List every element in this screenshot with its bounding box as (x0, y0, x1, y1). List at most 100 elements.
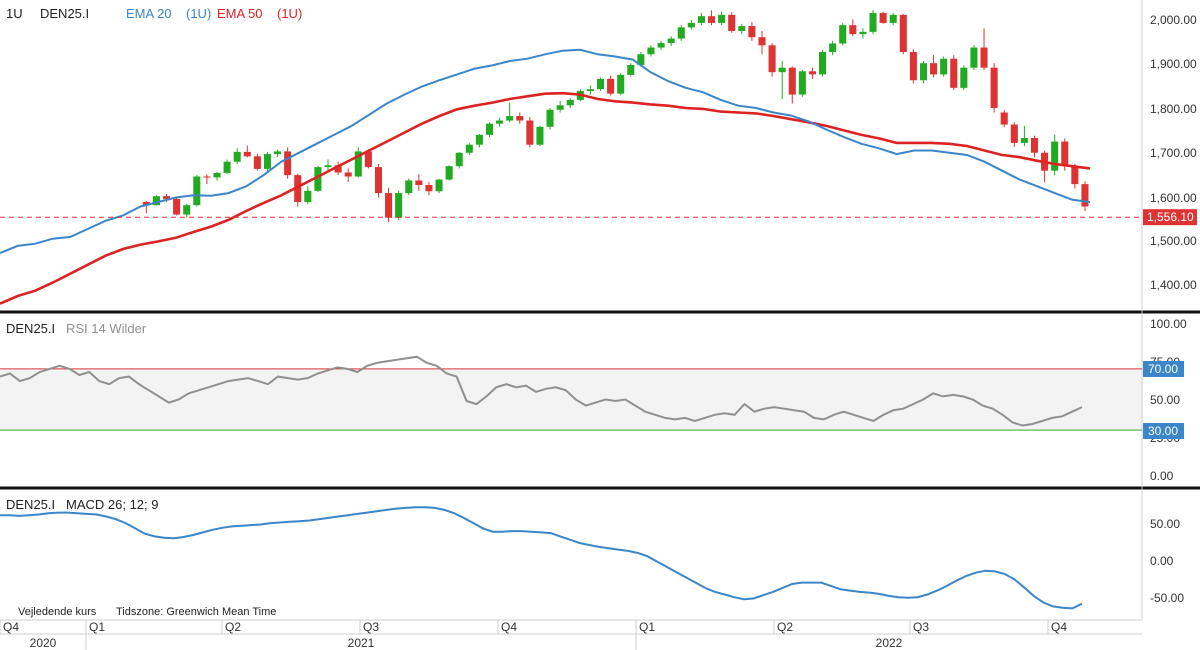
symbol-label[interactable]: DEN25.I (40, 6, 89, 21)
candle-body (889, 14, 897, 23)
candle (596, 77, 605, 91)
candle-body (566, 99, 574, 106)
candle (455, 151, 463, 169)
candle (334, 161, 342, 176)
candle-body (990, 67, 998, 108)
macd-indicator-label[interactable]: MACD 26; 12; 9 (66, 497, 159, 512)
candle (374, 163, 383, 198)
candle (677, 25, 685, 41)
candle (556, 100, 564, 113)
candle (284, 147, 292, 179)
rsi-tick: 50.00 (1150, 393, 1180, 407)
candle (909, 48, 917, 84)
candle (839, 22, 847, 46)
candle-body (768, 45, 776, 73)
timezone-note: Tidszone: Greenwich Mean Time (116, 606, 276, 618)
candle-body (909, 52, 917, 81)
candle-body (1000, 112, 1008, 125)
time-axis: Q4 Q1 Q2 Q3 Q4 Q1 Q2 Q3 Q4 2020 2021 2022 (0, 620, 1067, 650)
candle-body (617, 74, 625, 94)
price-tick: 1,500.00 (1150, 234, 1197, 248)
candle-body (960, 67, 968, 88)
candle-body (930, 63, 938, 75)
ema50-legend[interactable]: EMA 50 (217, 6, 263, 21)
candle-body (657, 43, 665, 48)
price-tick: 1,800.00 (1150, 102, 1197, 116)
interval-label[interactable]: 1U (6, 6, 23, 21)
candle-body (485, 123, 494, 135)
candle-body (142, 202, 150, 206)
candle (142, 201, 150, 214)
candle-body (607, 78, 615, 94)
candle (940, 56, 948, 77)
quarter-label: Q3 (363, 620, 379, 634)
candle (354, 147, 362, 178)
rsi-line-group (0, 355, 1083, 427)
candle-body (334, 165, 342, 173)
rsi-indicator-label[interactable]: RSI 14 Wilder (66, 321, 147, 336)
candle (496, 117, 504, 127)
macd-tick: -50.00 (1150, 591, 1184, 605)
candle (445, 165, 453, 181)
candle (808, 67, 816, 79)
candle (707, 10, 716, 26)
candle (465, 142, 473, 155)
candle (344, 168, 352, 182)
candle (758, 30, 766, 55)
ema-lines (0, 48, 1091, 305)
candle-body (1010, 124, 1018, 143)
candle (687, 20, 695, 30)
rsi-level-lines (0, 368, 1142, 431)
candle-body (415, 180, 423, 185)
candle-body (718, 14, 726, 23)
candle-body (233, 151, 241, 162)
candle (829, 40, 837, 56)
ema20-line (0, 48, 1091, 255)
candle-body (637, 54, 645, 65)
candle-body (304, 190, 312, 203)
candle (990, 63, 998, 113)
quarter-label: Q1 (89, 620, 105, 634)
candle-body (475, 134, 483, 145)
candle-body (496, 120, 504, 124)
candle-body (162, 196, 171, 199)
candle (1000, 110, 1008, 128)
candle (778, 60, 786, 100)
macd-tick: 50.00 (1150, 517, 1180, 531)
rsi-lower-badge (1143, 423, 1184, 439)
candle (1041, 150, 1049, 183)
candle (425, 181, 433, 196)
ema20-interval-legend[interactable]: (1U) (186, 6, 211, 21)
candle-body (849, 25, 857, 35)
candle (849, 19, 857, 37)
candle (930, 55, 938, 78)
macd-line-group (0, 506, 1083, 610)
ema50-interval-legend[interactable]: (1U) (277, 6, 302, 21)
last-price-group: 1,556.10 (0, 209, 1197, 226)
candle-body (435, 179, 443, 192)
candle-body (778, 67, 786, 73)
advisory-price-note: Vejledende kurs (18, 606, 97, 618)
ema50-line (0, 91, 1091, 305)
candle-body (677, 27, 685, 39)
candle (405, 178, 413, 196)
candle (152, 195, 160, 206)
candle (485, 122, 494, 138)
macd-symbol-label[interactable]: DEN25.I (6, 497, 55, 512)
candle (819, 49, 827, 77)
candle-body (1030, 137, 1039, 153)
last-price-badge (1143, 209, 1197, 226)
quarter-label: Q4 (501, 620, 517, 634)
candle-body (788, 67, 796, 95)
candle (415, 174, 423, 191)
rsi-symbol-label[interactable]: DEN25.I (6, 321, 55, 336)
candle (1051, 134, 1059, 176)
candle (960, 65, 968, 91)
candle-body (395, 193, 403, 218)
candle (263, 151, 271, 172)
rsi-upper-badge (1143, 361, 1184, 377)
rsi-lower-badge-label: 30.00 (1148, 424, 1178, 438)
ema20-legend[interactable]: EMA 20 (126, 6, 172, 21)
candle-body (798, 71, 806, 95)
candle-body (263, 154, 271, 169)
